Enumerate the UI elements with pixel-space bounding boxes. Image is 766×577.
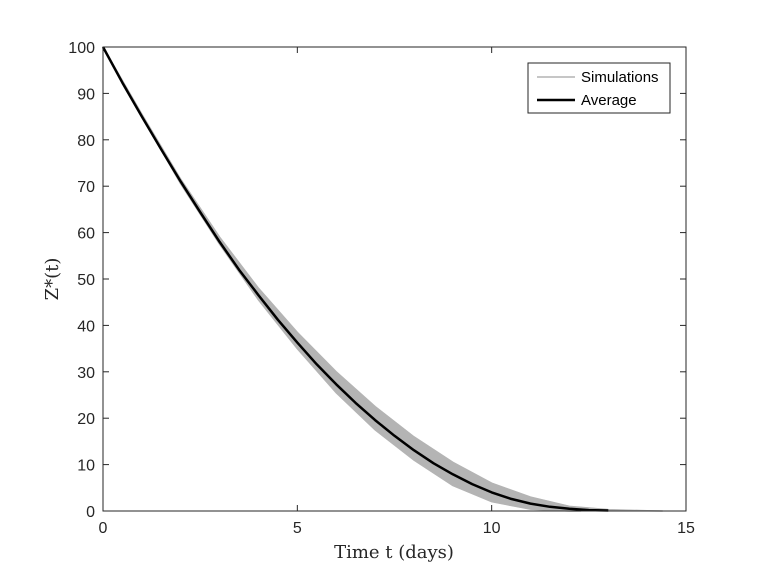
legend: Simulations Average	[527, 62, 671, 114]
x-axis-label: Time t (days)	[334, 542, 454, 563]
x-tick-label-0: 0	[99, 520, 108, 537]
tick-marks	[102, 46, 687, 512]
simulations-upper-line	[102, 46, 663, 512]
average-line	[101, 46, 609, 512]
y-tick-label-40: 40	[77, 318, 95, 335]
y-tick-label-80: 80	[77, 133, 95, 150]
y-tick-label-50: 50	[77, 272, 95, 289]
y-tick-label-20: 20	[77, 411, 95, 428]
legend-label-average: Average	[581, 92, 637, 109]
y-tick-label-60: 60	[77, 226, 95, 243]
y-axis-label: Z*(t)	[42, 258, 63, 301]
x-tick-label-15: 15	[677, 520, 695, 537]
x-tick-label-10: 10	[483, 520, 501, 537]
y-tick-label-30: 30	[77, 365, 95, 382]
y-tick-label-100: 100	[68, 40, 95, 57]
tick-labels: 0 5 10 15 0 10 20 30 40 50 60 70 80 90 100	[68, 40, 695, 537]
average-layer	[101, 46, 609, 512]
y-tick-label-0: 0	[86, 504, 95, 521]
x-tick-label-5: 5	[293, 520, 302, 537]
y-tick-label-70: 70	[77, 179, 95, 196]
y-tick-label-90: 90	[77, 86, 95, 103]
legend-box	[527, 62, 671, 114]
legend-label-simulations: Simulations	[581, 69, 659, 86]
y-tick-label-10: 10	[77, 458, 95, 475]
